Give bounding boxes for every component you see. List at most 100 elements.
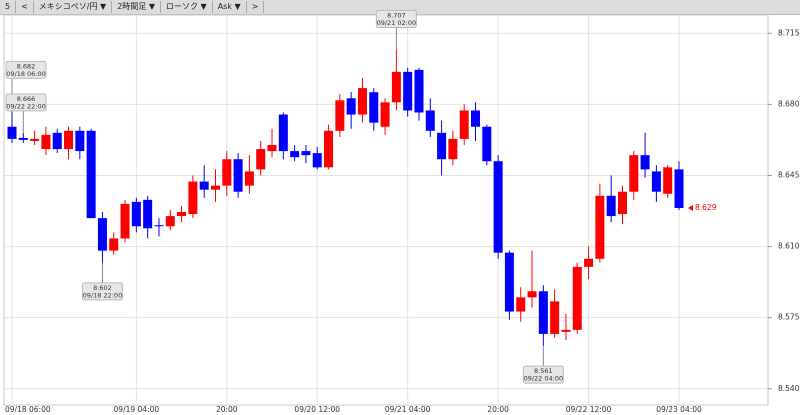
candle-body xyxy=(640,155,650,170)
annotation-time: 09/18 22:00 xyxy=(83,291,123,299)
annotation-time: 09/21 02:00 xyxy=(377,19,417,27)
annotation-value: 8.602 xyxy=(93,284,112,292)
toolbar-button[interactable]: ローソク ▼ xyxy=(161,1,213,13)
x-tick-label: 09/23 04:00 xyxy=(656,405,702,414)
toolbar-button[interactable]: メキシコペソ/円 ▼ xyxy=(34,1,113,13)
candle-body xyxy=(324,130,334,168)
toolbar-button[interactable]: 2時間足 ▼ xyxy=(112,1,161,13)
annotation-value: 8.666 xyxy=(17,95,36,103)
annotation-box xyxy=(375,10,417,29)
x-tick-label: 20:00 xyxy=(487,405,509,414)
candle-body xyxy=(41,134,51,150)
candle-body xyxy=(572,266,582,330)
candle-body xyxy=(109,238,119,251)
annotation-value: 8.561 xyxy=(534,367,553,375)
candle-body xyxy=(561,329,571,332)
candle-body xyxy=(459,110,469,139)
candle-body xyxy=(403,71,413,111)
candle-body xyxy=(301,151,311,156)
candle-body xyxy=(663,167,673,194)
candle-body xyxy=(346,98,356,115)
candle-body xyxy=(335,100,345,131)
x-tick-label: 20:00 xyxy=(216,405,238,414)
candle-body xyxy=(210,185,220,190)
x-tick-label: 09/18 06:00 xyxy=(5,405,51,414)
candle-body xyxy=(75,130,85,152)
candle-body xyxy=(471,110,481,127)
candle-body xyxy=(199,181,209,190)
candle-body xyxy=(177,212,187,217)
candle-body xyxy=(606,195,616,217)
candle-body xyxy=(357,88,367,115)
y-tick-label: 8.715 xyxy=(778,28,800,37)
x-tick-label: 09/20 12:00 xyxy=(294,405,340,414)
candle-body xyxy=(674,169,684,208)
candle-body xyxy=(538,291,548,334)
candle-body xyxy=(222,159,232,186)
annotation-time: 09/22 04:00 xyxy=(524,375,564,383)
candle-body xyxy=(617,191,627,215)
candle-body xyxy=(584,258,594,267)
annotation-value: 8.682 xyxy=(17,62,36,70)
candle-body xyxy=(52,132,62,150)
candle-body xyxy=(165,216,175,227)
x-tick-label: 09/22 12:00 xyxy=(566,405,612,414)
candle-body xyxy=(290,151,300,158)
toolbar-button[interactable]: < xyxy=(16,1,34,13)
candle-body xyxy=(527,291,537,298)
toolbar-button[interactable]: Ask ▼ xyxy=(213,1,247,13)
candle-body xyxy=(131,201,141,227)
annotation-box xyxy=(5,60,47,79)
last-price-marker xyxy=(688,204,693,211)
annotation-time: 09/22 22:00 xyxy=(6,102,46,110)
annotation-value: 8.707 xyxy=(387,12,406,20)
y-tick-label: 8.680 xyxy=(778,99,800,108)
candle-body xyxy=(154,225,164,227)
toolbar-button[interactable]: > xyxy=(247,1,265,13)
candle-body xyxy=(651,171,661,192)
y-tick-label: 8.610 xyxy=(778,242,800,251)
last-price-label: 8.629 xyxy=(695,203,717,212)
candle-body xyxy=(64,130,74,150)
candle-body xyxy=(233,159,243,192)
candle-body xyxy=(391,71,401,103)
x-tick-label: 09/19 04:00 xyxy=(114,405,160,414)
candle-body xyxy=(244,171,254,186)
candle-body xyxy=(550,301,560,334)
candle-body xyxy=(7,126,17,139)
candle-body xyxy=(380,102,390,127)
candle-body xyxy=(188,181,198,215)
candle-body xyxy=(437,132,447,160)
candle-body xyxy=(629,155,639,192)
candle-body xyxy=(267,145,277,152)
candle-body xyxy=(493,161,503,253)
toolbar-button[interactable]: 5 xyxy=(0,1,17,13)
candle-body xyxy=(595,195,605,259)
annotation-box xyxy=(522,365,564,384)
candle-body xyxy=(97,218,107,251)
x-tick-label: 09/21 04:00 xyxy=(385,405,431,414)
candle-body xyxy=(516,297,526,312)
candle-body xyxy=(425,110,435,131)
annotation-box xyxy=(81,282,123,301)
candle-body xyxy=(256,149,266,170)
candle-body xyxy=(482,126,492,162)
y-tick-label: 8.540 xyxy=(778,384,800,393)
candle-body xyxy=(278,114,288,152)
y-tick-label: 8.575 xyxy=(778,313,800,322)
plot-frame xyxy=(3,14,769,406)
candle-body xyxy=(504,252,514,312)
candle-body xyxy=(30,138,40,141)
candle-body xyxy=(86,130,96,219)
annotation-box xyxy=(5,93,47,112)
candle-body xyxy=(448,138,458,160)
candle-body xyxy=(369,92,379,123)
annotation-time: 09/18 06:00 xyxy=(6,70,46,78)
candle-body xyxy=(143,199,153,229)
y-tick-label: 8.645 xyxy=(778,170,800,179)
candle-body xyxy=(18,137,28,140)
candle-body xyxy=(312,153,322,168)
candle-body xyxy=(414,69,424,113)
